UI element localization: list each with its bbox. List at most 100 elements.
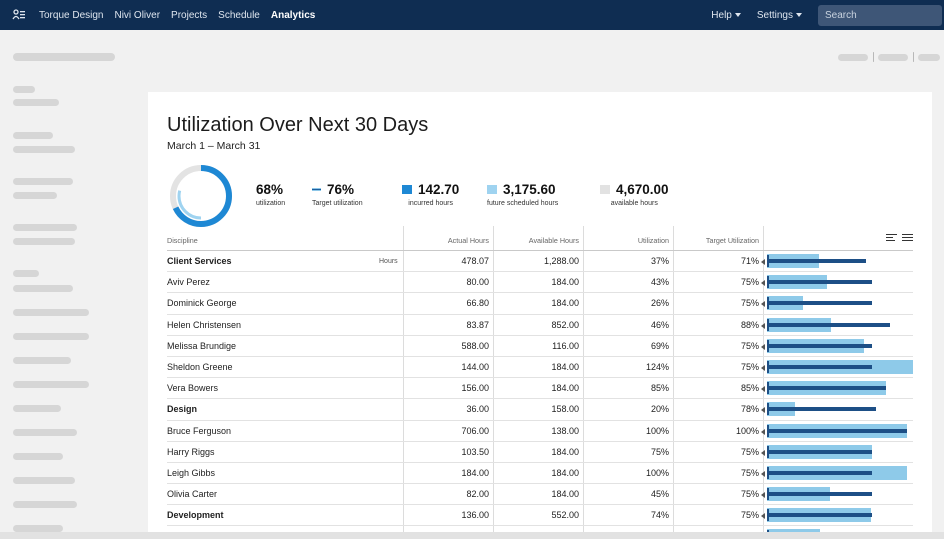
table-row[interactable]: Leigh Gibbs 184.00 184.00 100% 75% <box>167 463 913 485</box>
row-utilization-bar <box>761 442 913 463</box>
row-discipline-name: Leigh Gibbs <box>167 467 216 478</box>
row-actual-hours: 184.00 <box>461 467 489 478</box>
row-target-utilization: 75% <box>740 467 759 478</box>
target-marker-icon <box>761 386 765 393</box>
nav-item-company[interactable]: Torque Design <box>39 9 104 21</box>
row-available-hours: 1,288.00 <box>543 256 579 266</box>
row-target-utilization: 75% <box>740 298 759 309</box>
row-target-utilization: 75% <box>740 340 759 351</box>
help-menu[interactable]: Help <box>711 10 741 21</box>
row-target-utilization-bar <box>767 322 891 327</box>
incurred-swatch-icon <box>402 185 412 194</box>
row-utilization: 43% <box>650 277 669 288</box>
row-target-utilization: 75% <box>740 510 759 521</box>
settings-menu[interactable]: Settings <box>757 10 802 21</box>
row-utilization: 37% <box>650 256 669 266</box>
target-marker-icon <box>761 407 765 414</box>
target-marker-icon <box>761 364 765 371</box>
horizontal-scrollbar[interactable] <box>0 532 944 539</box>
primary-nav: Torque Design Nivi Oliver Projects Sched… <box>39 10 315 21</box>
row-available-hours: 184.00 <box>551 298 579 309</box>
row-actual-hours: 82.00 <box>466 489 489 500</box>
row-available-hours: 138.00 <box>551 425 579 436</box>
table-row[interactable]: Dominick George 66.80 184.00 26% 75% <box>167 293 913 315</box>
stat-utilization-value: 68% <box>256 182 284 197</box>
row-utilization-bar <box>761 505 913 526</box>
compact-view-icon[interactable] <box>886 234 897 242</box>
row-utilization-bar <box>761 272 913 293</box>
nav-item-analytics[interactable]: Analytics <box>270 9 316 21</box>
row-target-utilization-bar <box>767 492 872 497</box>
row-bar-start-tick <box>767 403 769 416</box>
table-group-row[interactable]: Development 136.00 552.00 74% 75% <box>167 505 913 527</box>
row-available-hours: 158.00 <box>551 404 579 415</box>
table-row[interactable]: Melissa Brundige 588.00 116.00 69% 75% <box>167 336 913 357</box>
row-discipline-name: Design <box>167 404 198 415</box>
table-group-row[interactable]: Client Services Hours 478.07 1,288.00 37% 71% <box>167 251 913 273</box>
row-utilization: 85% <box>650 383 669 394</box>
table-row[interactable]: Olivia Carter 82.00 184.00 45% 75% <box>167 484 913 506</box>
stat-scheduled-hours: 3,175.60 future scheduled hours <box>487 182 558 207</box>
stat-available-value: 4,670.00 <box>616 182 669 197</box>
row-bar-start-tick <box>767 276 769 289</box>
donut-scheduled-arc <box>177 172 225 220</box>
table-row[interactable]: Harry Riggs 103.50 184.00 75% 75% <box>167 442 913 463</box>
row-available-hours: 184.00 <box>551 277 579 288</box>
row-bar-start-tick <box>767 509 769 522</box>
nav-item-schedule[interactable]: Schedule <box>218 9 260 21</box>
utilization-report-card: Utilization Over Next 30 Days March 1 – … <box>148 92 932 539</box>
table-row[interactable]: Helen Christensen 83.87 852.00 46% 88% <box>167 315 913 336</box>
row-discipline-name: Dominick George <box>167 298 237 309</box>
row-utilization: 69% <box>650 340 669 351</box>
row-target-utilization-bar <box>767 343 872 348</box>
col-discipline[interactable]: Discipline <box>167 236 198 245</box>
table-row[interactable]: Vera Bowers 156.00 184.00 85% 85% <box>167 378 913 400</box>
table-row[interactable]: Sheldon Greene 144.00 184.00 124% 75% <box>167 357 913 379</box>
col-target-utilization[interactable]: Target Utilization <box>705 236 759 245</box>
page-title: Utilization Over Next 30 Days <box>167 114 429 136</box>
row-available-hours: 184.00 <box>551 361 579 372</box>
row-target-utilization-bar <box>767 301 872 306</box>
row-utilization: 74% <box>650 510 669 521</box>
nav-item-user[interactable]: Nivi Oliver <box>114 9 161 21</box>
search-input[interactable]: Search <box>818 4 942 26</box>
row-discipline-name: Harry Riggs <box>167 446 215 457</box>
row-target-utilization-bar <box>767 428 907 433</box>
row-utilization: 75% <box>650 446 669 457</box>
row-bar-start-tick <box>767 339 769 352</box>
row-actual-hours: 66.80 <box>466 298 489 309</box>
row-target-utilization: 88% <box>740 319 759 330</box>
row-actual-hours: 478.07 <box>461 256 489 266</box>
date-range: March 1 – March 31 <box>167 140 261 152</box>
hours-unit-tag: Hours <box>379 258 398 265</box>
row-discipline-name: Vera Bowers <box>167 383 219 394</box>
row-discipline-name: Aviv Perez <box>167 277 210 288</box>
row-available-hours: 552.00 <box>551 510 579 521</box>
row-utilization-bar <box>761 378 913 399</box>
row-actual-hours: 83.87 <box>466 319 489 330</box>
expanded-view-icon[interactable] <box>902 234 913 242</box>
row-target-utilization-bar <box>767 259 867 263</box>
stat-available-label: available hours <box>610 200 658 207</box>
stat-scheduled-label: future scheduled hours <box>487 200 559 207</box>
top-nav-bar: Torque Design Nivi Oliver Projects Sched… <box>0 0 944 30</box>
table-row[interactable]: Bruce Ferguson 706.00 138.00 100% 100% <box>167 421 913 442</box>
row-bar-start-tick <box>767 255 769 267</box>
col-utilization[interactable]: Utilization <box>637 236 669 245</box>
row-target-utilization: 75% <box>740 489 759 500</box>
table-body: Client Services Hours 478.07 1,288.00 37% 71%… <box>167 251 913 539</box>
nav-item-projects[interactable]: Projects <box>171 9 208 21</box>
scheduled-swatch-icon <box>487 185 497 194</box>
row-actual-hours: 144.00 <box>461 361 489 372</box>
stat-incurred-value: 142.70 <box>418 182 460 197</box>
stat-utilization: 68% utilization <box>256 182 285 207</box>
col-available-hours[interactable]: Available Hours <box>528 236 579 245</box>
row-bar-start-tick <box>767 382 769 395</box>
table-row[interactable]: Aviv Perez 80.00 184.00 43% 75% <box>167 272 913 294</box>
target-marker-icon <box>761 322 765 329</box>
table-group-row[interactable]: Design 36.00 158.00 20% 78% <box>167 399 913 421</box>
col-actual-hours[interactable]: Actual Hours <box>447 236 489 245</box>
app-logo-icon[interactable] <box>12 9 26 21</box>
row-bar-start-tick <box>767 360 769 373</box>
row-bar-start-tick <box>767 445 769 458</box>
